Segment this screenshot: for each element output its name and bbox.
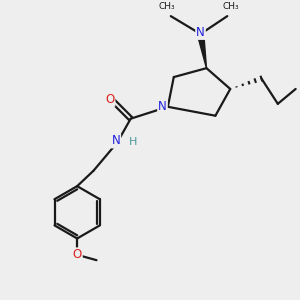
Text: CH₃: CH₃ (159, 2, 175, 11)
Polygon shape (197, 33, 206, 68)
Text: O: O (73, 248, 82, 261)
Text: N: N (111, 134, 120, 148)
Text: N: N (158, 100, 167, 113)
Text: CH₃: CH₃ (223, 2, 239, 11)
Text: H: H (129, 137, 137, 148)
Text: N: N (196, 26, 205, 39)
Text: O: O (105, 93, 115, 106)
